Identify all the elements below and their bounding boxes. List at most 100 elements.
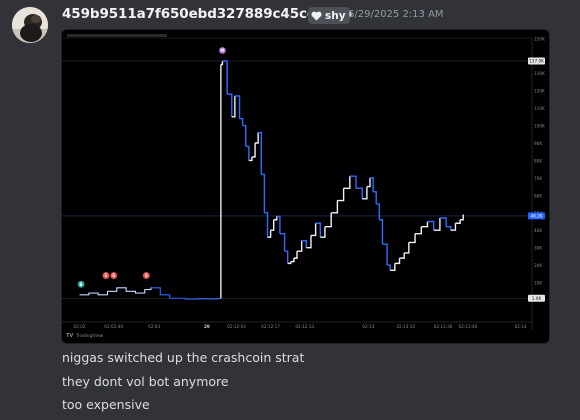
pre-launch-series-up <box>79 287 152 296</box>
trade-marker <box>102 272 110 279</box>
price-step <box>276 215 281 234</box>
price-step <box>245 145 250 161</box>
price-step <box>366 177 371 188</box>
avatar-image <box>12 7 48 43</box>
price-step <box>349 175 357 189</box>
trade-marker <box>142 272 150 279</box>
price-step <box>306 235 312 249</box>
price-step <box>264 212 269 238</box>
price-step <box>284 250 289 264</box>
tradingview-logo-icon: TV <box>66 333 73 339</box>
x-tick-label: 02:12:17 <box>261 324 280 329</box>
y-tick-label: 60K <box>534 193 542 198</box>
price-step <box>324 212 332 228</box>
message-author[interactable]: 459b9511a7f650ebd327889c45cc4e9b <box>62 6 353 22</box>
chart-header-placeholder <box>67 34 167 37</box>
price-step <box>399 252 405 259</box>
y-tick-label: 20K <box>534 263 542 268</box>
y-tick-label: 10K <box>534 281 542 286</box>
price-chart: 150K130K120K110K100K90K80K70K60K50K40K30… <box>62 30 549 343</box>
price-step <box>362 186 368 200</box>
x-tick-label: 02:02:40 <box>104 324 123 329</box>
trade-marker-label: B <box>80 282 83 287</box>
price-step <box>261 173 266 213</box>
price-step <box>267 230 272 238</box>
y-tick-label: 80K <box>534 158 542 163</box>
price-step <box>370 177 374 192</box>
chart-watermark: TradingView <box>75 333 104 339</box>
trade-marker-label: S <box>145 273 148 278</box>
heart-icon <box>311 11 322 20</box>
y-tick-label: 110K <box>534 106 545 111</box>
y-tick-label: 150K <box>534 36 545 41</box>
price-step <box>270 219 275 231</box>
price-step <box>460 214 464 221</box>
price-step <box>242 124 247 147</box>
price-step <box>415 226 422 235</box>
price-step <box>290 258 295 263</box>
price-label: 1.0K <box>532 296 542 301</box>
message-line-3: too expensive <box>62 397 150 412</box>
server-tag-label: shy <box>325 9 346 22</box>
price-step <box>297 240 303 252</box>
price-label-box <box>528 294 545 302</box>
avatar[interactable] <box>12 7 48 43</box>
price-step <box>408 233 416 244</box>
price-step <box>455 219 461 224</box>
price-step <box>248 156 253 162</box>
price-step <box>376 203 381 220</box>
price-step <box>337 188 345 202</box>
trade-marker-label: S <box>112 273 115 278</box>
price-step <box>382 243 388 266</box>
price-step <box>239 117 244 126</box>
price-label-box <box>528 212 545 220</box>
message-line-1: niggas switched up the crashcoin strat <box>62 350 305 365</box>
price-step <box>234 95 241 119</box>
x-tick-label: 02:12:33 <box>295 324 314 329</box>
x-tick-label: 02:14 <box>515 324 527 329</box>
price-step <box>387 264 391 271</box>
chart-image-attachment[interactable]: 150K130K120K110K100K90K80K70K60K50K40K30… <box>61 29 550 344</box>
price-step <box>379 219 384 245</box>
trade-marker <box>219 47 226 54</box>
price-label-box <box>528 57 545 65</box>
price-step <box>446 226 452 231</box>
price-step <box>390 263 396 272</box>
price-step <box>404 242 410 254</box>
price-step <box>251 142 256 158</box>
price-step <box>394 258 401 265</box>
server-tag[interactable]: shy <box>308 7 350 24</box>
x-tick-label: 02:13 <box>362 324 374 329</box>
x-tick-label: 02:12:03 <box>227 324 246 329</box>
x-tick-label: 02:02 <box>73 324 85 329</box>
price-step <box>227 93 233 117</box>
message-line-2: they dont vol bot anymore <box>62 374 229 389</box>
message-timestamp[interactable]: 6/29/2025 2:13 AM <box>348 9 444 20</box>
y-tick-label: 40K <box>534 228 542 233</box>
x-tick-label: 02:13:10 <box>396 324 415 329</box>
price-step <box>320 226 326 238</box>
price-step <box>279 233 286 252</box>
price-step <box>343 176 351 190</box>
price-step <box>301 239 308 248</box>
trade-marker <box>110 272 118 279</box>
price-label: 48.2K <box>530 214 542 219</box>
price-step <box>258 131 262 175</box>
price-step <box>220 61 224 66</box>
y-tick-label: 120K <box>534 89 545 94</box>
trade-marker <box>77 280 85 288</box>
price-step <box>293 251 298 259</box>
price-step <box>433 218 441 231</box>
price-step <box>331 200 339 214</box>
x-tick-label: 02:13:40 <box>458 324 477 329</box>
y-tick-label: 30K <box>534 246 542 251</box>
price-step <box>222 60 228 95</box>
price-step <box>255 132 259 144</box>
price-step <box>310 223 317 237</box>
y-tick-label: 70K <box>534 176 542 181</box>
trade-marker-label: S <box>104 273 107 278</box>
price-step <box>356 187 363 199</box>
y-tick-label: 130K <box>534 71 545 76</box>
price-step <box>273 216 278 221</box>
price-step <box>315 222 321 238</box>
